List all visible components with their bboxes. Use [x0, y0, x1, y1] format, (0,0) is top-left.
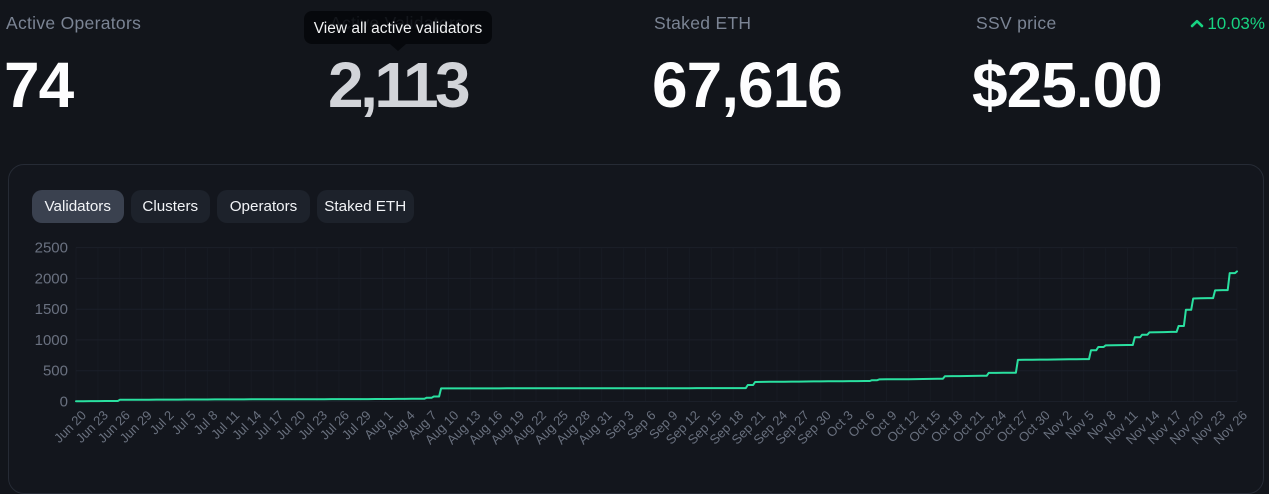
svg-text:2000: 2000 [35, 270, 68, 287]
svg-text:1500: 1500 [35, 301, 68, 318]
svg-text:0: 0 [60, 394, 68, 411]
svg-text:1000: 1000 [35, 332, 68, 349]
svg-text:500: 500 [43, 363, 68, 380]
svg-text:2500: 2500 [35, 240, 68, 257]
